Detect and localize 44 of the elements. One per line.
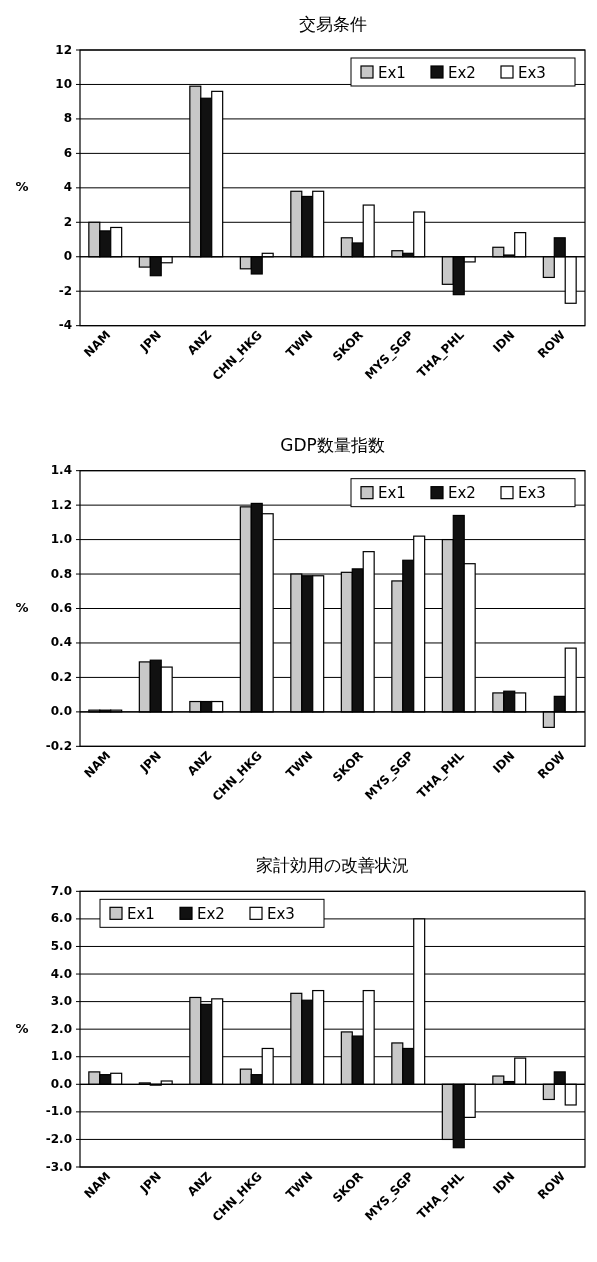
y-tick-label: 6 [63,145,72,160]
y-axis-title: % [15,1020,29,1036]
y-tick-label: -1.0 [45,1104,72,1119]
legend-label: Ex2 [448,484,476,503]
y-tick-label: -2 [58,283,72,298]
y-tick-label: -0.2 [45,738,72,753]
y-axis-title: % [15,179,29,195]
y-tick-label: 8 [63,111,72,126]
chart-title: 交易条件 [298,14,367,34]
y-tick-label: 12 [55,42,72,57]
y-tick-label: 10 [55,76,72,91]
y-tick-label: 1.0 [50,532,72,547]
chart-title: 家計効用の改善状況 [256,855,409,876]
y-tick-label: -2.0 [45,1131,72,1146]
legend-label: Ex3 [518,484,546,503]
chart-title: GDP数量指数 [280,434,385,455]
legend-label: Ex2 [448,63,476,82]
y-tick-label: 3.0 [50,994,72,1009]
y-tick-label: 4.0 [50,966,72,981]
y-tick-label: 0 [63,249,72,264]
legend-label: Ex1 [127,904,155,923]
y-tick-label: -4 [58,318,72,333]
y-tick-label: 2 [63,214,72,229]
y-tick-label: 0.0 [50,1076,72,1091]
y-tick-label: -3.0 [45,1159,72,1174]
y-tick-label: 5.0 [50,938,72,953]
legend-label: Ex1 [378,484,406,503]
legend-label: Ex2 [197,904,225,923]
legend-label: Ex1 [378,63,406,82]
y-tick-label: 1.4 [50,463,72,478]
y-tick-label: 0.2 [50,669,72,684]
y-tick-label: 0.4 [50,635,72,650]
y-tick-label: 0.0 [50,704,72,719]
legend-label: Ex3 [518,63,546,82]
y-tick-label: 2.0 [50,1021,72,1036]
y-tick-label: 0.6 [50,601,72,615]
y-tick-label: 6.0 [50,911,72,926]
y-tick-label: 1.0 [50,1049,72,1064]
y-tick-label: 4 [63,180,72,195]
y-axis-title: % [15,600,29,615]
y-tick-label: 0.8 [50,566,72,581]
legend-label: Ex3 [267,904,295,923]
y-tick-label: 1.2 [50,497,72,512]
y-tick-label: 7.0 [50,883,72,898]
